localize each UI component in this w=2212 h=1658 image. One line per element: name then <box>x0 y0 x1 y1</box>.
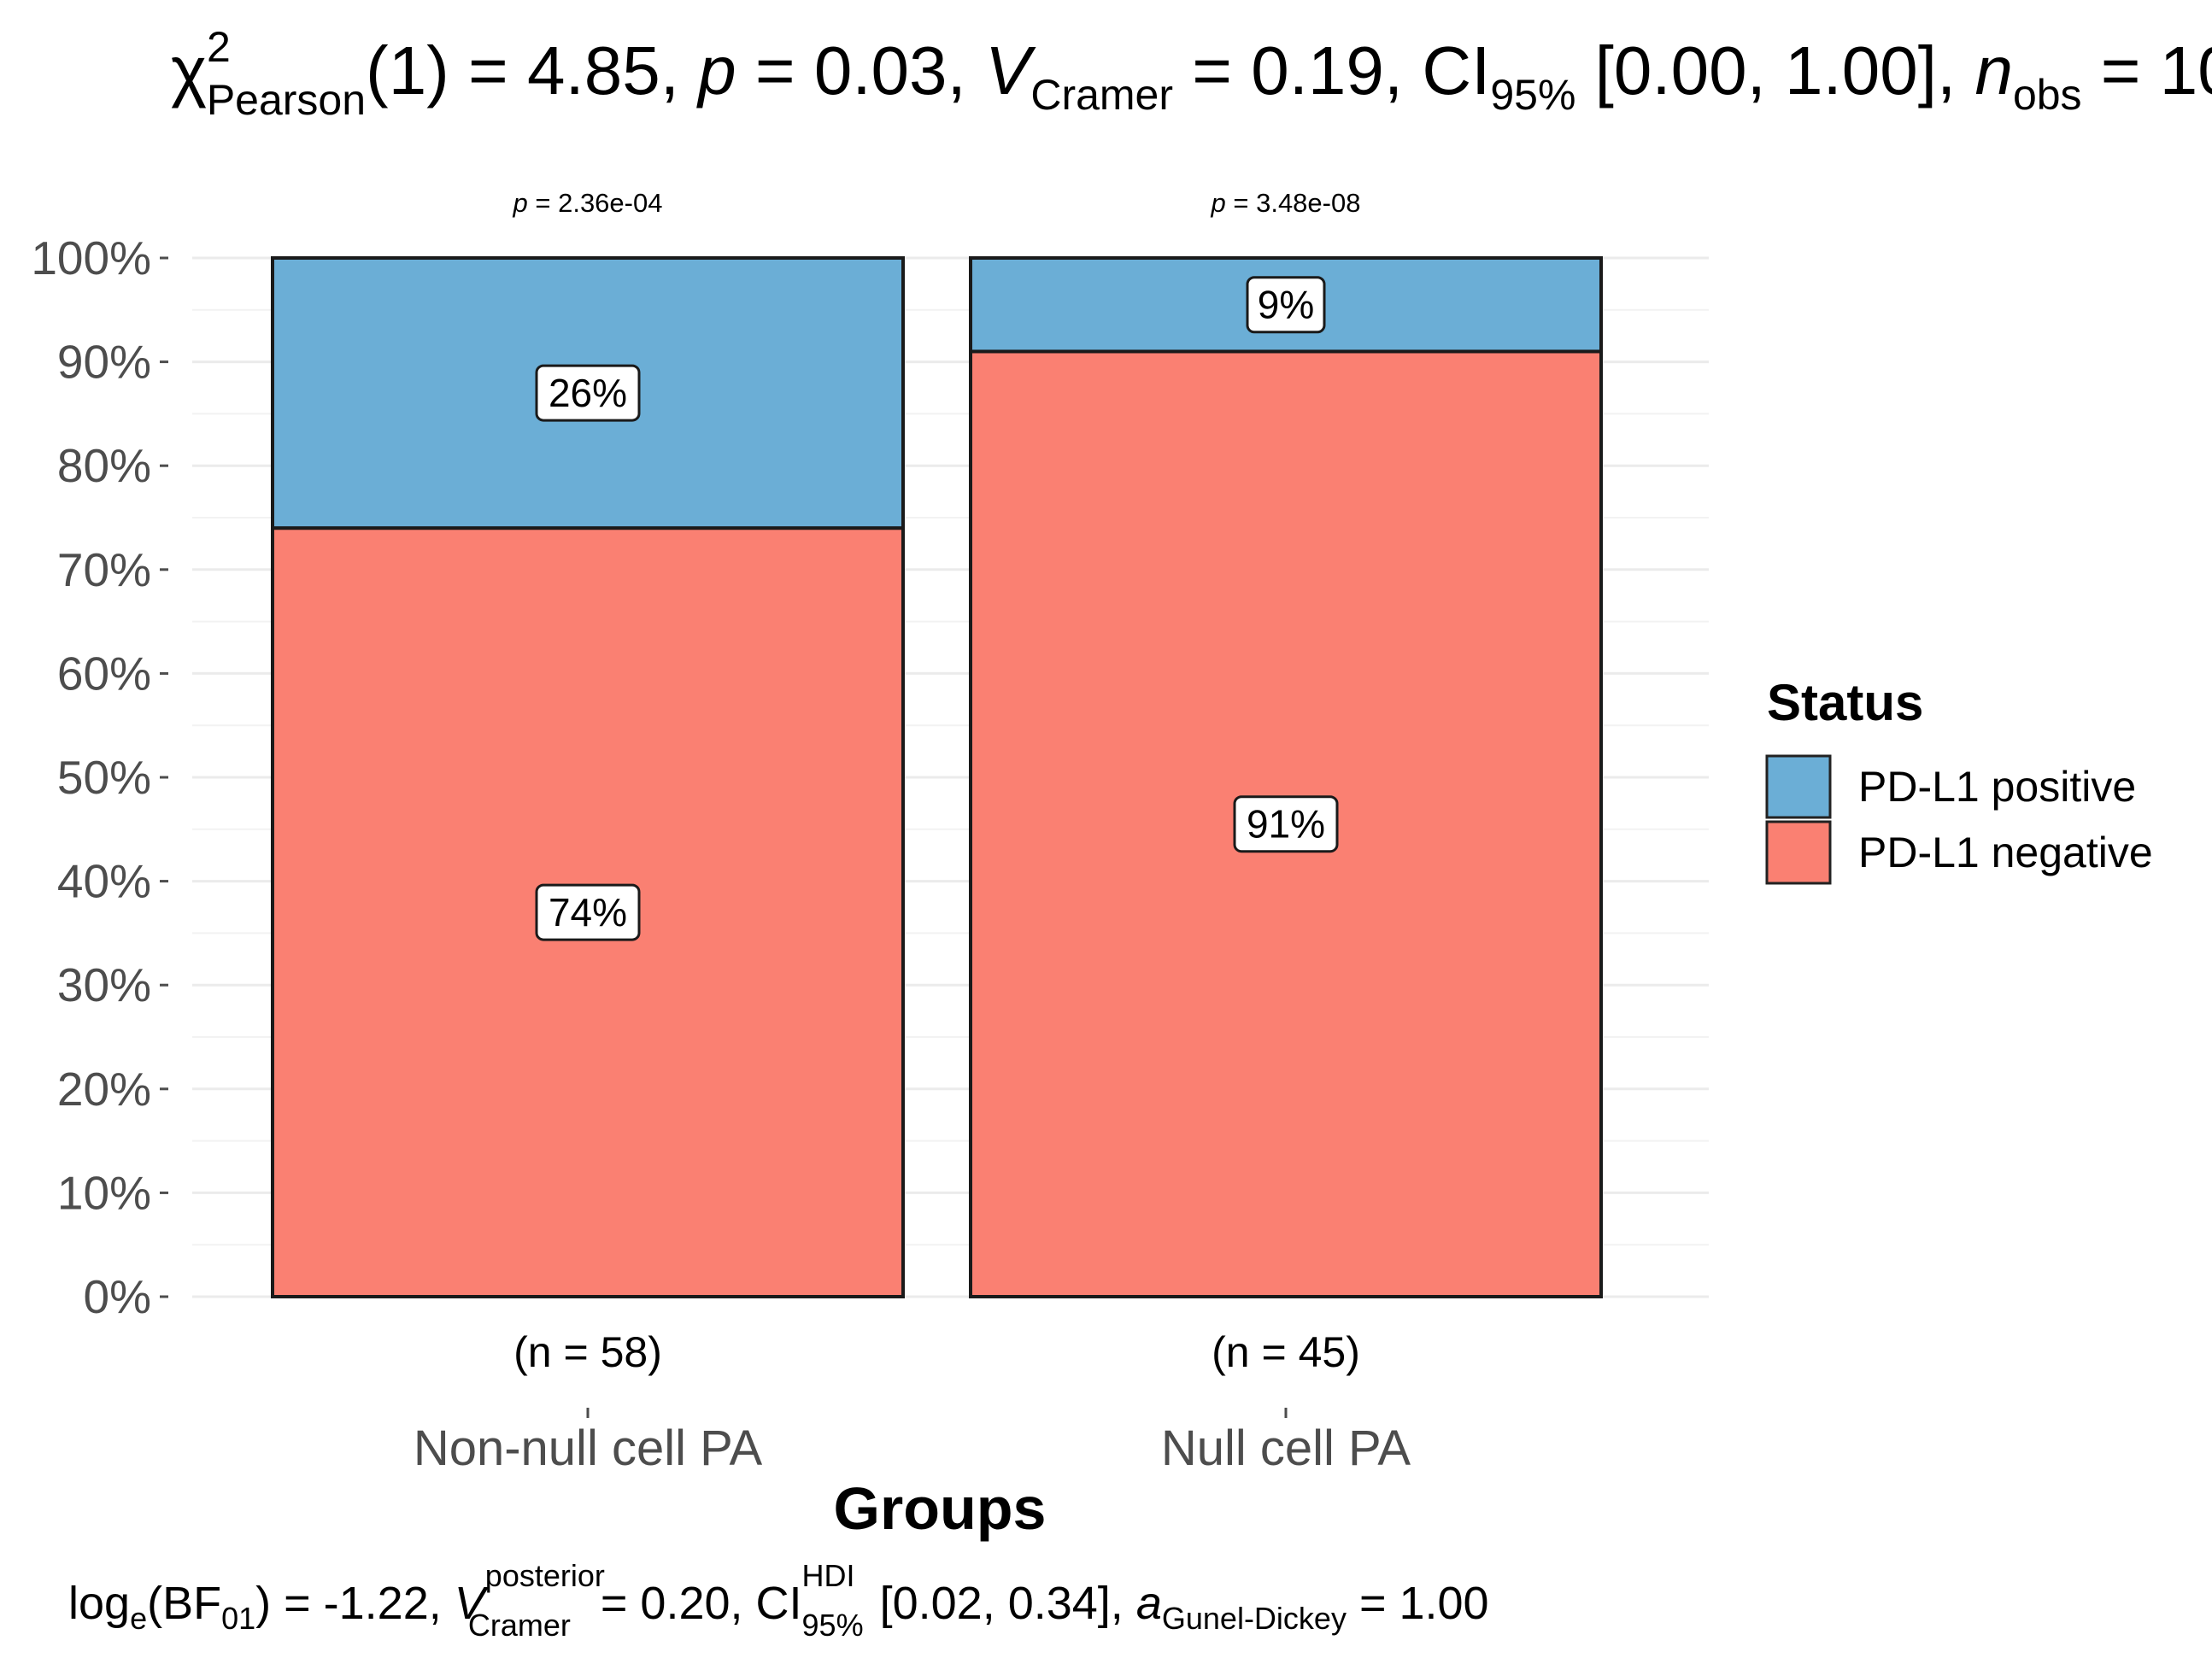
y-axis: 0% 10% 20% 30% 40% 50% 60% 70% 80% 90% 100% <box>31 231 168 1323</box>
pairwise-pvalue: p = 3.48e-08 <box>1211 188 1361 218</box>
data-label: 9% <box>1258 283 1314 327</box>
y-tick-label: 60% <box>57 647 151 700</box>
data-label-box <box>1246 276 1326 334</box>
x-tick-label: Non-null cell PA <box>414 1421 763 1476</box>
y-tick-label: 10% <box>57 1166 151 1219</box>
legend-title: Status <box>1767 674 1923 731</box>
legend-label-negative: PD-L1 negative <box>1858 829 2153 876</box>
y-tick-label: 50% <box>57 751 151 804</box>
data-label: 91% <box>1247 802 1325 847</box>
data-label-box <box>535 883 641 941</box>
data-label: 74% <box>549 890 627 934</box>
y-tick-label: 20% <box>57 1063 151 1116</box>
x-axis-label: Groups <box>834 1475 1047 1542</box>
data-label: 26% <box>549 371 627 415</box>
y-tick-label: 0% <box>84 1270 152 1323</box>
data-label-box <box>1233 795 1339 853</box>
chart-subtitle: loge(BF01) = -1.22, Vposterior Cramer = 0… <box>68 1558 1489 1643</box>
y-tick-label: 100% <box>31 231 151 284</box>
legend-swatch-negative <box>1765 820 1832 885</box>
y-tick-label: 90% <box>57 336 151 389</box>
sample-size-label: (n = 58) <box>513 1328 662 1376</box>
sample-size-label: (n = 45) <box>1212 1328 1360 1376</box>
x-tick-label: Null cell PA <box>1161 1421 1411 1476</box>
x-axis: p = 2.36e-04 (n = 58) Non-null cell PA p = … <box>414 188 1411 1476</box>
chart-title: χ2 Pearson(1) = 4.85, p = 0.03, VCramer =… <box>171 23 2212 124</box>
y-tick-label: 40% <box>57 855 151 908</box>
y-tick-label: 70% <box>57 543 151 596</box>
y-tick-label: 80% <box>57 439 151 492</box>
data-labels: 74% 26% 91% 9% <box>535 276 1339 941</box>
legend: Status PD-L1 positive PD-L1 negative <box>1765 674 2153 885</box>
legend-swatch-positive <box>1765 754 1832 819</box>
y-tick-label: 30% <box>57 958 151 1011</box>
data-label-box <box>535 364 641 422</box>
legend-label-positive: PD-L1 positive <box>1858 763 2136 811</box>
pairwise-pvalue: p = 2.36e-04 <box>513 188 663 218</box>
